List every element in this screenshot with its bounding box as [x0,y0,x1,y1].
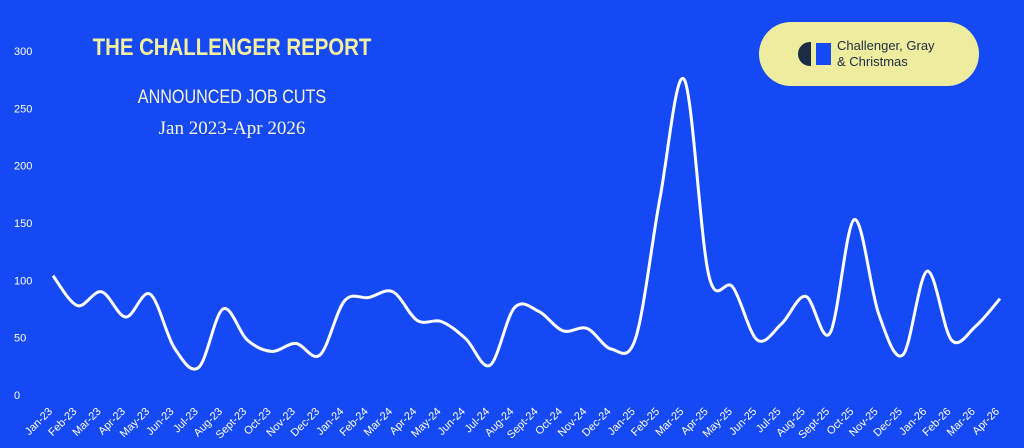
chart-title: THE CHALLENGER REPORT [93,33,372,60]
y-tick-label: 50 [14,333,26,345]
chart-period: Jan 2023-Apr 2026 [159,118,306,139]
logo-text: Challenger, Gray [837,38,935,53]
y-tick-label: 150 [14,218,32,230]
y-tick-label: 100 [14,275,32,287]
chart-subtitle: ANNOUNCED JOB CUTS [138,86,326,108]
y-tick-label: 0 [14,390,20,402]
y-tick-label: 250 [14,103,32,115]
y-tick-label: 200 [14,161,32,173]
logo: Challenger, Gray & Christmas [759,22,979,86]
logo-icon-square [816,43,831,65]
y-tick-label: 300 [14,46,32,58]
logo-badge [759,22,979,86]
line-series [51,76,1002,371]
logo-text: & Christmas [837,54,908,69]
